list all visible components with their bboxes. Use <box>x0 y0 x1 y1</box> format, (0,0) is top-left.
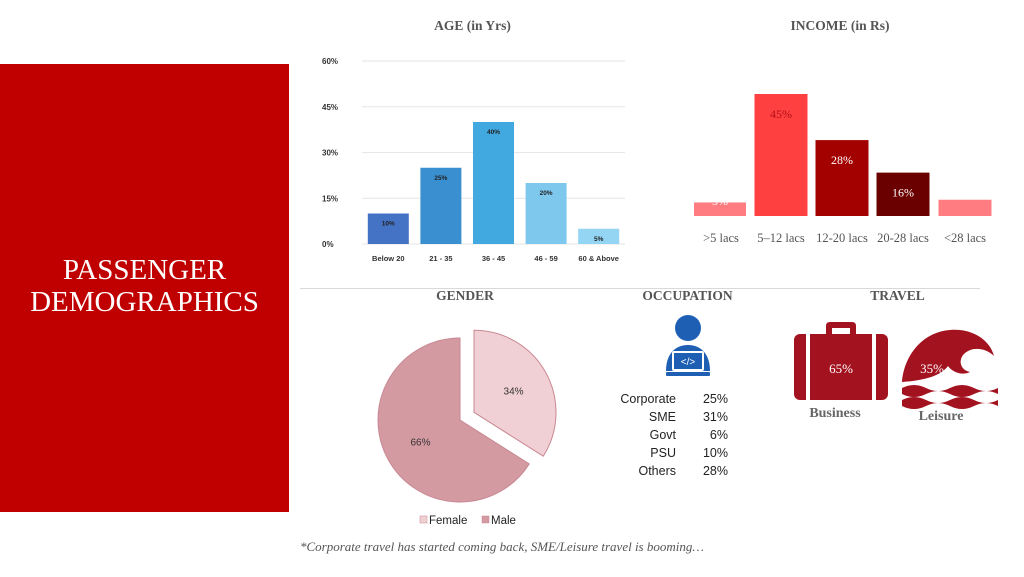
developer-laptop-icon: </> <box>666 315 710 376</box>
occupation-title: OCCUPATION <box>642 288 733 303</box>
gender-legend-label: Female <box>429 515 467 527</box>
income-data-label: 5% <box>712 194 728 208</box>
occupation-table: Corporate 25% SME 31% Govt 6% PSU 10% Others… <box>600 390 728 480</box>
income-bar <box>938 199 992 216</box>
age-y-tick: 60% <box>322 57 338 66</box>
income-x-tick: 5–12 lacs <box>757 231 805 245</box>
age-data-label: 25% <box>434 175 447 182</box>
section-divider <box>300 288 980 289</box>
business-value: 65% <box>829 361 853 376</box>
age-y-tick: 0% <box>322 240 334 249</box>
age-data-label: 40% <box>487 129 500 136</box>
occupation-value: 31% <box>702 410 728 424</box>
income-x-tick: <28 lacs <box>944 231 986 245</box>
occupation-value: 25% <box>702 392 728 406</box>
gender-data-label: 66% <box>410 438 430 449</box>
wave-icon <box>902 329 998 409</box>
occupation-row: PSU 10% <box>600 444 728 462</box>
age-x-tick: 46 - 59 <box>534 254 557 263</box>
gender-legend-swatch <box>481 515 490 524</box>
occupation-value: 10% <box>702 446 728 460</box>
age-bar <box>525 183 567 244</box>
gender-data-label: 34% <box>504 387 524 398</box>
occupation-value: 6% <box>709 428 728 442</box>
gender-chart: 34% 66% Female Male <box>377 329 557 527</box>
income-chart: 5% >5 lacs 45% 5–12 lacs 28% 12-20 lacs 16% 20-… <box>694 94 992 245</box>
age-chart: 0% 15% 30% 45% 60% 10% Below 20 25% 21 - 35 40% 36… <box>322 57 625 263</box>
side-panel <box>0 64 289 512</box>
occupation-name: SME <box>648 410 676 424</box>
age-data-label: 5% <box>594 236 604 243</box>
page-title: PASSENGER DEMOGRAPHICS <box>0 254 289 318</box>
income-data-label: 28% <box>831 153 853 167</box>
occupation-name: Govt <box>649 428 676 442</box>
age-data-label: 20% <box>540 190 553 197</box>
income-title: INCOME (in Rs) <box>790 18 890 33</box>
gender-legend-swatch <box>419 515 428 524</box>
income-data-label: 16% <box>892 186 914 200</box>
income-data-label: 45% <box>770 107 792 121</box>
occupation-name: Others <box>638 464 676 478</box>
gender-slice <box>377 337 530 503</box>
briefcase-icon <box>794 322 888 400</box>
leisure-value: 35% <box>920 361 944 376</box>
page-title-line1: PASSENGER <box>62 254 227 286</box>
income-x-tick: 20-28 lacs <box>877 231 929 245</box>
age-data-label: 10% <box>382 221 395 228</box>
income-x-tick: >5 lacs <box>703 231 739 245</box>
travel-title: TRAVEL <box>870 288 925 303</box>
age-x-tick: 60 & Above <box>578 254 619 263</box>
occupation-row: Corporate 25% <box>600 390 728 408</box>
page-title-line2: DEMOGRAPHICS <box>30 286 259 318</box>
income-bar <box>815 140 869 216</box>
footnote: *Corporate travel has started coming bac… <box>300 539 704 554</box>
age-bar <box>420 167 462 244</box>
age-y-tick: 30% <box>322 149 338 158</box>
occupation-value: 28% <box>702 464 728 478</box>
occupation-row: Govt 6% <box>600 426 728 444</box>
age-x-tick: 36 - 45 <box>482 254 505 263</box>
gender-title: GENDER <box>436 288 494 303</box>
age-bar <box>578 228 620 244</box>
age-title: AGE (in Yrs) <box>434 18 511 33</box>
occupation-row: SME 31% <box>600 408 728 426</box>
age-y-tick: 15% <box>322 194 338 203</box>
income-bar <box>754 94 808 216</box>
gender-slice <box>473 329 557 457</box>
age-y-tick: 45% <box>322 103 338 112</box>
occupation-name: PSU <box>650 446 676 460</box>
occupation-name: Corporate <box>620 392 676 406</box>
age-bar <box>473 122 514 244</box>
income-bar <box>876 172 930 216</box>
age-x-tick: Below 20 <box>372 254 405 263</box>
svg-text:</>: </> <box>681 357 696 368</box>
gender-legend-label: Male <box>491 515 516 527</box>
income-bar <box>694 202 746 216</box>
occupation-row: Others 28% <box>600 462 728 480</box>
business-label: Business <box>809 406 861 421</box>
income-data-label: 6% <box>959 186 975 200</box>
age-x-tick: 21 - 35 <box>429 254 452 263</box>
income-x-tick: 12-20 lacs <box>816 231 868 245</box>
age-bar <box>367 213 409 244</box>
leisure-label: Leisure <box>918 409 964 424</box>
